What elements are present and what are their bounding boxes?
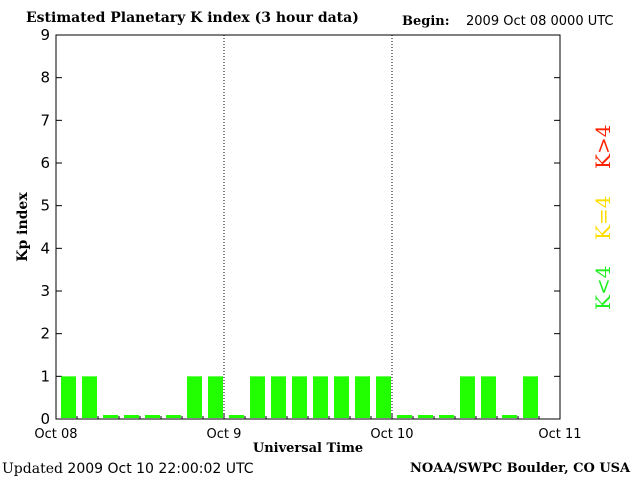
kp-bar [418,415,433,418]
kp-bar [481,376,496,418]
chart-title: Estimated Planetary K index (3 hour data… [26,10,359,26]
y-tick-label: 5 [40,197,50,215]
legend-k-equal-4: K=4 [591,195,615,240]
kp-bar [166,415,181,418]
y-tick-label: 2 [40,325,50,343]
y-tick-label: 1 [40,367,50,385]
updated-value: 2009 Oct 10 22:00:02 UTC [67,461,254,477]
updated-label: Updated [2,461,63,477]
kp-bar [124,415,139,418]
updated-timestamp: Updated 2009 Oct 10 22:00:02 UTC [2,462,254,476]
plot-frame [55,34,561,420]
kp-bar [313,376,328,418]
kp-bar [376,376,391,418]
y-axis-title: Kp index [15,192,31,262]
data-source: NOAA/SWPC Boulder, CO USA [410,461,631,476]
kp-bar [103,415,118,418]
kp-bar [334,376,349,418]
x-tick-label: Oct 11 [538,427,581,442]
kp-bar [523,376,538,418]
y-tick-label: 7 [40,111,50,129]
kp-bar [439,415,454,418]
legend-k-greater-4: K>4 [591,124,615,169]
begin-label: Begin: [402,14,450,29]
kp-bar [460,376,475,418]
y-tick-label: 8 [40,69,50,87]
kp-bar [271,376,286,418]
kp-bar [397,415,412,418]
x-tick-label: Oct 08 [34,427,77,442]
kp-bar [229,415,244,418]
legend-k-less-4: K<4 [591,265,615,310]
kp-bar [292,376,307,418]
kp-bar [502,415,517,418]
x-tick-label: Oct 10 [370,427,413,442]
kp-bar [187,376,202,418]
y-tick-label: 3 [40,282,50,300]
y-tick-label: 6 [40,154,50,172]
y-tick-label: 0 [40,410,50,428]
kp-bar [250,376,265,418]
kp-bar [145,415,160,418]
begin-value: 2009 Oct 08 0000 UTC [466,14,614,29]
kp-bar [355,376,370,418]
kp-bar [61,376,76,418]
y-tick-label: 4 [40,239,50,257]
kp-bar [82,376,97,418]
x-tick-label: Oct 9 [207,427,242,442]
kp-bar [208,376,223,418]
x-axis-title: Universal Time [253,441,363,456]
y-tick-label: 9 [40,26,50,44]
